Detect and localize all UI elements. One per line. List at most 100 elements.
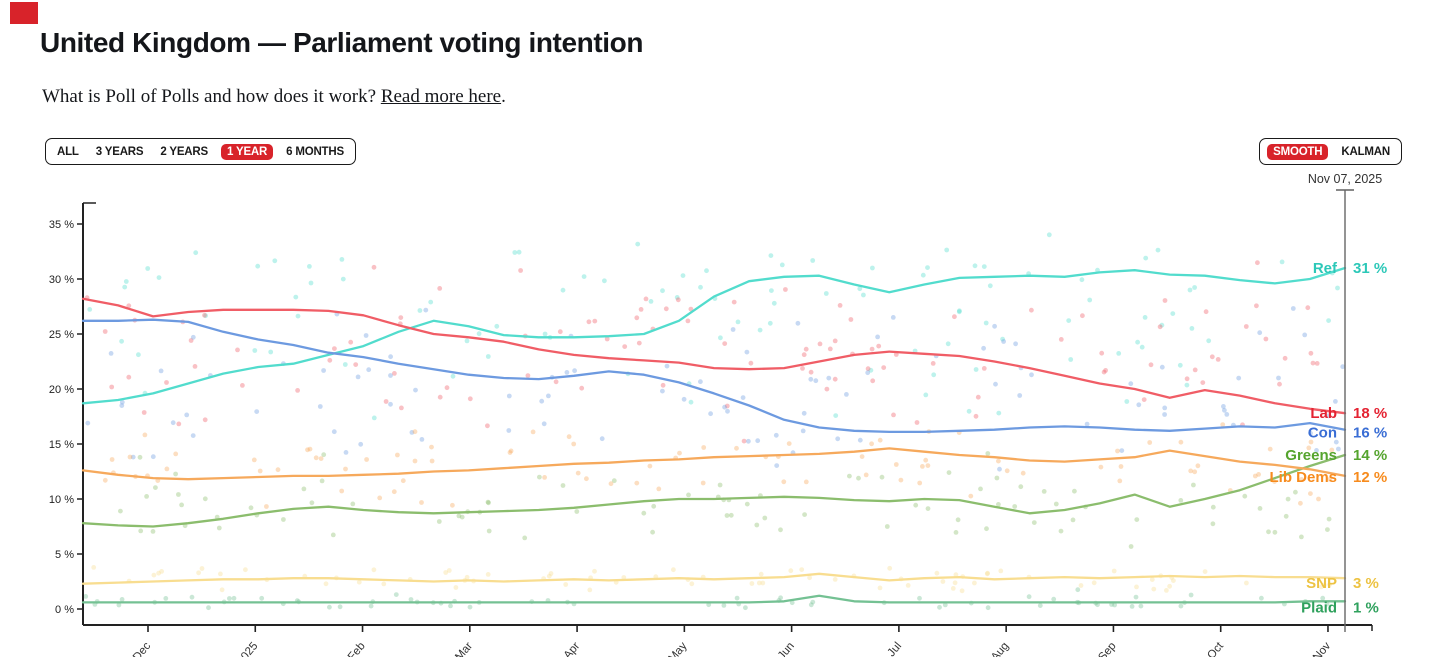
poll-dot-snp [984, 571, 990, 577]
poll-dot-lab [371, 264, 377, 270]
poll-dot-ref [810, 258, 816, 263]
poll-dot-greens [651, 503, 657, 509]
poll-dot-snp [1091, 580, 1097, 586]
poll-dot-snp [972, 580, 977, 586]
poll-dot-lib-dems [656, 486, 662, 492]
range-6-months-button[interactable]: 6 MONTHS [286, 145, 344, 158]
poll-dot-con [119, 399, 125, 405]
poll-dot-ref [769, 288, 774, 293]
poll-dot-greens [611, 478, 617, 484]
poll-dot-con [355, 374, 361, 380]
poll-dot-greens [1070, 517, 1076, 523]
poll-dot-ref [688, 399, 694, 405]
poll-dot-con [774, 463, 780, 468]
poll-dot-lib-dems [734, 445, 739, 451]
poll-dot-ref [1142, 315, 1148, 320]
poll-dot-lab [437, 286, 443, 291]
range-1-year-button[interactable]: 1 YEAR [220, 143, 274, 160]
poll-dot-lab [399, 405, 404, 411]
mode-smooth-button[interactable]: SMOOTH [1267, 143, 1329, 160]
poll-dot-lib-dems [608, 481, 614, 487]
poll-dot-con [119, 403, 125, 408]
poll-dot-ref [1143, 255, 1149, 261]
poll-dot-ref [1189, 326, 1195, 331]
poll-dot-lib-dems [1256, 472, 1261, 477]
poll-dot-greens [1326, 516, 1332, 522]
poll-dot-lib-dems [859, 454, 865, 459]
poll-dot-snp [877, 585, 883, 591]
range-2-years-button[interactable]: 2 YEARS [160, 145, 208, 158]
poll-dot-con [681, 396, 687, 402]
poll-dot-greens [1058, 528, 1064, 534]
poll-dot-lib-dems [395, 452, 400, 458]
poll-dot-greens [762, 515, 768, 521]
y-tick-label: 10 % [49, 494, 74, 506]
poll-dot-ref [136, 352, 141, 358]
poll-dot-ref [972, 263, 978, 269]
poll-dot-ref [735, 319, 741, 325]
poll-dot-snp [218, 571, 223, 577]
poll-dot-lab [1255, 260, 1260, 266]
poll-dot-lib-dems [127, 454, 133, 460]
poll-dot-plaid [189, 594, 195, 600]
poll-dot-plaid [810, 599, 816, 605]
trend-line-plaid [81, 594, 1347, 604]
poll-dot-lab [188, 338, 194, 343]
poll-dot-greens [173, 471, 179, 477]
poll-dot-lab [808, 369, 814, 375]
poll-dot-ref [925, 265, 930, 270]
poll-dot-snp [563, 582, 569, 587]
series-label-plaid: Plaid [1301, 599, 1337, 616]
poll-dot-con [190, 334, 196, 340]
poll-dot-lab [1103, 368, 1108, 373]
poll-dot-con [1017, 393, 1023, 398]
poll-dot-con [1136, 402, 1142, 408]
range-3-years-button[interactable]: 3 YEARS [95, 145, 144, 158]
series-label-greens: Greens [1285, 447, 1337, 464]
range-all-button[interactable]: ALL [57, 145, 79, 158]
x-tick-label: Jun [776, 640, 797, 657]
poll-dot-ref [428, 299, 434, 305]
poll-dot-lib-dems [307, 446, 313, 452]
poll-dot-lab [102, 329, 108, 334]
poll-dot-lib-dems [343, 466, 348, 472]
poll-dot-con [730, 327, 736, 332]
x-tick-label: Mar [453, 640, 475, 657]
poll-dot-greens [717, 482, 723, 488]
poll-dot-ref [1079, 277, 1085, 283]
poll-dot-con [1162, 412, 1167, 417]
poll-dot-con [1029, 372, 1034, 378]
mode-kalman-button[interactable]: KALMAN [1341, 145, 1390, 158]
poll-dot-greens [485, 499, 491, 505]
poll-dot-greens [953, 530, 959, 535]
poll-dot-snp [953, 572, 959, 578]
poll-dot-lib-dems [1147, 440, 1153, 445]
poll-dot-lab [525, 373, 531, 378]
poll-dot-lib-dems [542, 475, 547, 480]
poll-dot-greens [946, 470, 952, 475]
poll-dot-con [366, 367, 372, 373]
read-more-link[interactable]: Read more here [380, 86, 502, 107]
poll-dot-snp [587, 587, 593, 593]
poll-dot-plaid [259, 595, 265, 601]
poll-dot-greens [248, 505, 254, 511]
poll-dot-ref [698, 284, 703, 290]
poll-dot-lab [1305, 305, 1311, 311]
poll-dot-ref [122, 284, 128, 290]
poll-dot-lab [685, 318, 691, 324]
poll-dot-greens [1266, 529, 1271, 535]
poll-dot-plaid [942, 602, 948, 608]
poll-dot-lib-dems [571, 441, 577, 447]
poll-dot-ref [973, 367, 979, 372]
x-tick-label: 2025 [235, 640, 261, 657]
poll-dot-greens [1053, 501, 1059, 507]
poll-dot-lib-dems [264, 504, 269, 509]
poll-dot-lab [914, 420, 920, 425]
poll-dot-ref [293, 294, 299, 300]
poll-dot-greens [486, 528, 492, 534]
poll-dot-lib-dems [1004, 468, 1010, 474]
poll-dot-greens [574, 509, 580, 514]
poll-dot-lib-dems [1220, 422, 1226, 427]
poll-dot-lab [952, 314, 957, 320]
